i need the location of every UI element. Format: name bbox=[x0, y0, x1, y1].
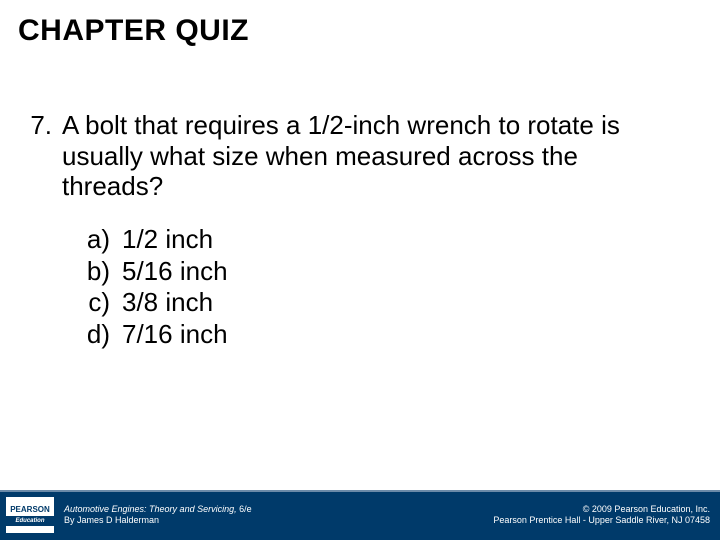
logo-sub: Education bbox=[6, 516, 54, 526]
option-letter: c) bbox=[80, 287, 122, 319]
option-text: 7/16 inch bbox=[122, 319, 228, 351]
option-letter: a) bbox=[80, 224, 122, 256]
option-a: a) 1/2 inch bbox=[80, 224, 680, 256]
publisher: Pearson Prentice Hall - Upper Saddle Riv… bbox=[493, 515, 710, 526]
pearson-logo: PEARSON Education bbox=[6, 497, 54, 533]
footer-author: By James D Halderman bbox=[64, 515, 493, 526]
question-number: 7. bbox=[18, 110, 62, 202]
footer-left: Automotive Engines: Theory and Servicing… bbox=[54, 504, 493, 527]
footer-book-line: Automotive Engines: Theory and Servicing… bbox=[64, 504, 493, 515]
footer-rule bbox=[0, 490, 720, 492]
options-list: a) 1/2 inch b) 5/16 inch c) 3/8 inch d) … bbox=[18, 202, 680, 351]
option-letter: d) bbox=[80, 319, 122, 351]
footer-bar: PEARSON Education Automotive Engines: Th… bbox=[0, 490, 720, 540]
option-text: 1/2 inch bbox=[122, 224, 213, 256]
option-d: d) 7/16 inch bbox=[80, 319, 680, 351]
option-text: 3/8 inch bbox=[122, 287, 213, 319]
question: 7. A bolt that requires a 1/2-inch wrenc… bbox=[18, 110, 680, 202]
logo-brand: PEARSON bbox=[10, 504, 50, 516]
slide: CHAPTER QUIZ 7. A bolt that requires a 1… bbox=[0, 0, 720, 540]
option-c: c) 3/8 inch bbox=[80, 287, 680, 319]
book-edition: 6/e bbox=[237, 504, 252, 514]
option-text: 5/16 inch bbox=[122, 256, 228, 288]
copyright: © 2009 Pearson Education, Inc. bbox=[493, 504, 710, 515]
footer-right: © 2009 Pearson Education, Inc. Pearson P… bbox=[493, 504, 720, 527]
book-title: Automotive Engines: Theory and Servicing… bbox=[64, 504, 237, 514]
slide-content: 7. A bolt that requires a 1/2-inch wrenc… bbox=[0, 48, 720, 351]
question-text: A bolt that requires a 1/2-inch wrench t… bbox=[62, 110, 680, 202]
option-b: b) 5/16 inch bbox=[80, 256, 680, 288]
slide-title: CHAPTER QUIZ bbox=[0, 0, 720, 48]
option-letter: b) bbox=[80, 256, 122, 288]
